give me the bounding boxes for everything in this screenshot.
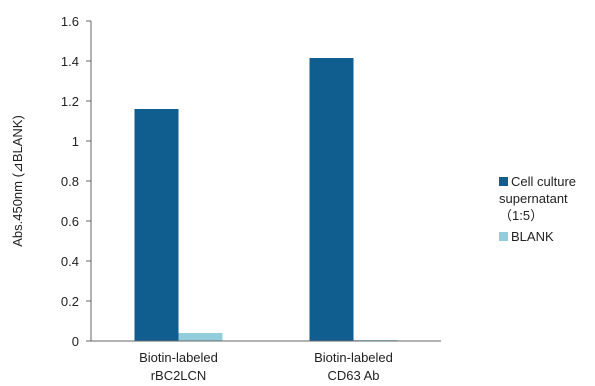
legend-swatch [499,232,508,241]
legend-label: （1:5） [499,208,543,223]
legend-label: Cell culture [511,174,576,189]
y-tick-label: 1.2 [61,94,79,109]
y-tick-label: 0.8 [61,174,79,189]
legend-label: BLANK [511,229,554,244]
bar-cell-culture-1 [134,109,179,341]
legend-label: supernatant [499,191,568,206]
legend-swatch [499,177,508,186]
bar-cell-culture-2 [309,58,354,341]
x-category-label: Biotin-labeled [139,350,218,365]
bar-blank-1 [178,333,223,341]
y-axis-ticks: 0 0.2 0.4 0.6 0.8 1 1.2 1.4 1.6 [61,14,91,349]
bars [134,58,398,341]
x-category-label: rBC2LCN [151,368,207,383]
legend: Cell culture supernatant （1:5） BLANK [499,174,576,244]
x-axis-labels: Biotin-labeled rBC2LCN Biotin-labeled CD63 … [139,350,393,383]
x-category-label: CD63 Ab [327,368,379,383]
x-category-label: Biotin-labeled [314,350,393,365]
y-axis-title: Abs.450nm (⊿BLANK) [10,115,25,247]
y-tick-label: 1.4 [61,54,79,69]
y-tick-label: 1.6 [61,14,79,29]
y-tick-label: 1 [72,134,79,149]
y-tick-label: 0.4 [61,254,79,269]
y-tick-label: 0.2 [61,294,79,309]
y-tick-label: 0.6 [61,214,79,229]
y-tick-label: 0 [72,334,79,349]
